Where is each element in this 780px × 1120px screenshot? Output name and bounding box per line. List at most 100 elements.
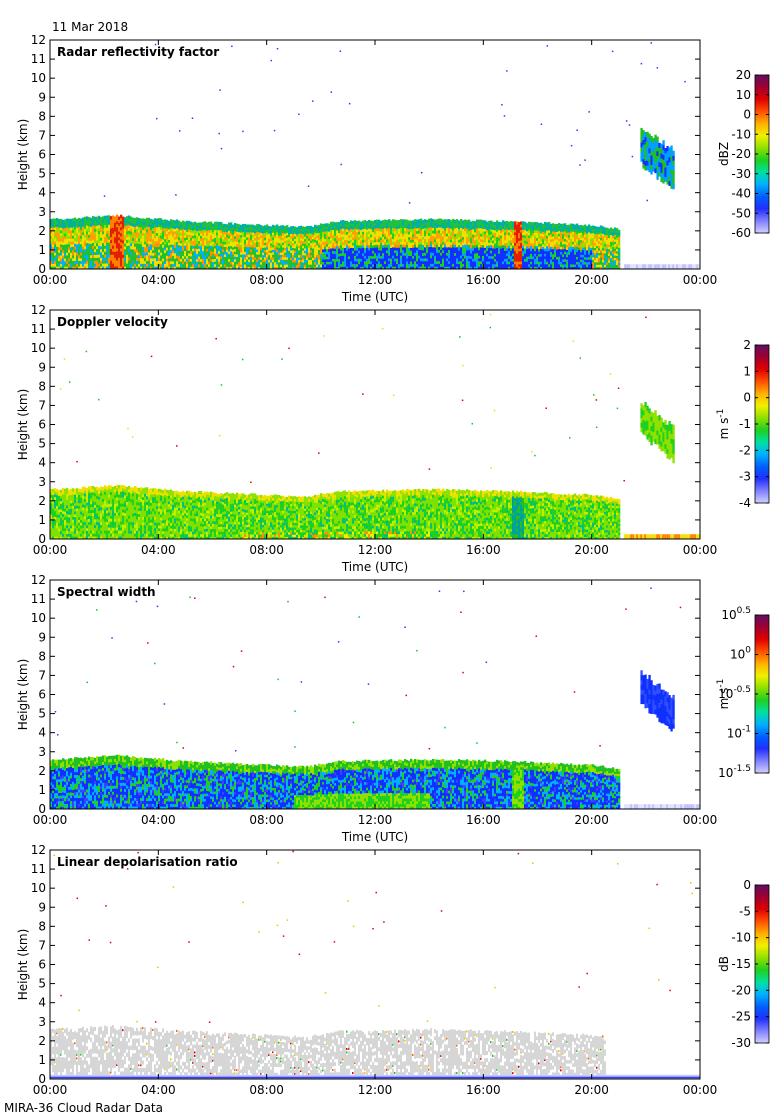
heatmap-cell (212, 248, 215, 252)
heatmap-cell (204, 255, 207, 259)
heatmap-cell (404, 255, 407, 259)
heatmap-cell (216, 224, 219, 228)
heatmap-cell (278, 249, 281, 253)
heatmap-cell (496, 250, 499, 254)
heatmap-cell (248, 234, 251, 238)
heatmap-cell (344, 220, 347, 224)
heatmap-cell (352, 220, 355, 225)
heatmap-cell (454, 219, 457, 224)
heatmap-cell (530, 253, 533, 257)
heatmap-cell (528, 255, 531, 259)
heatmap-cell (120, 250, 123, 255)
heatmap-cell (530, 235, 533, 239)
heatmap-cell (400, 260, 403, 264)
heatmap-cell (388, 255, 391, 259)
heatmap-cell (84, 234, 87, 238)
heatmap-cell (214, 258, 217, 262)
heatmap-cell (186, 263, 189, 267)
heatmap-cell (466, 266, 469, 270)
heatmap-cell (338, 232, 341, 236)
heatmap-cell (118, 251, 121, 255)
heatmap-cell (120, 232, 123, 237)
heatmap-cell (496, 242, 499, 246)
heatmap-cell (284, 261, 287, 265)
heatmap-cell (332, 250, 335, 254)
heatmap-cell (464, 233, 467, 237)
heatmap-cell (580, 227, 583, 231)
heatmap-cell (276, 236, 279, 240)
heatmap-cell (182, 231, 185, 235)
heatmap-cell (232, 236, 235, 240)
heatmap-cell (226, 246, 229, 250)
heatmap-cell (444, 235, 447, 240)
heatmap-cell (182, 258, 185, 262)
heatmap-cell (414, 260, 417, 264)
heatmap-cell (568, 241, 571, 245)
heatmap-cell (128, 224, 131, 228)
heatmap-cell (136, 223, 139, 227)
heatmap-cell (52, 218, 55, 222)
heatmap-cell (146, 251, 149, 256)
heatmap-cell (72, 229, 75, 233)
heatmap-cell (266, 226, 269, 230)
heatmap-cell (388, 232, 391, 237)
heatmap-cell (82, 266, 85, 270)
heatmap-cell (58, 232, 61, 237)
heatmap-cell (358, 247, 361, 251)
heatmap-cell (382, 236, 385, 240)
heatmap-cell (428, 257, 431, 262)
heatmap-cell (232, 229, 235, 233)
heatmap-cell (256, 241, 259, 245)
heatmap-cell (434, 230, 437, 234)
heatmap-cell (230, 243, 233, 247)
heatmap-cell (182, 236, 185, 240)
heatmap-cell (260, 261, 263, 265)
heatmap-cell (306, 264, 309, 268)
heatmap-cell (268, 226, 271, 230)
heatmap-cell (582, 266, 585, 270)
heatmap-cell (304, 229, 307, 233)
heatmap-cell (340, 266, 343, 270)
heatmap-cell (244, 264, 247, 268)
heatmap-cell (572, 226, 575, 230)
heatmap-cell (580, 259, 583, 263)
heatmap-cell (432, 227, 435, 231)
heatmap-cell (350, 242, 353, 246)
heatmap-cell (232, 251, 235, 255)
heatmap-cell (54, 224, 57, 228)
heatmap-cell (292, 230, 295, 234)
heatmap-cell (264, 247, 267, 251)
heatmap-cell (526, 246, 529, 250)
heatmap-cell (548, 258, 551, 262)
heatmap-cell (496, 236, 499, 240)
heatmap-cell (296, 231, 299, 235)
heatmap-cell (436, 244, 439, 248)
heatmap-cell (332, 266, 335, 270)
heatmap-cell (272, 251, 275, 255)
heatmap-cell (152, 249, 155, 253)
heatmap-cell (174, 220, 177, 224)
heatmap-cell (358, 255, 361, 259)
heatmap-cell (474, 247, 477, 251)
heatmap-cell (290, 242, 293, 246)
heatmap-cell (202, 255, 205, 260)
heatmap-cell (490, 225, 493, 230)
heatmap-cell (306, 240, 309, 244)
heatmap-cell (530, 227, 533, 231)
heatmap-cell (306, 233, 309, 237)
heatmap-cell (294, 252, 297, 256)
heatmap-cell (358, 258, 361, 262)
heatmap-cell (52, 238, 55, 242)
heatmap-cell (364, 236, 367, 240)
heatmap-cell (354, 244, 357, 248)
heatmap-cell (446, 260, 449, 264)
heatmap-cell (454, 230, 457, 234)
heatmap-cell (254, 261, 257, 265)
heatmap-cell (396, 233, 399, 238)
heatmap-cell (334, 261, 337, 265)
heatmap-cell (286, 227, 289, 231)
heatmap-cell (64, 222, 67, 226)
heatmap-cell (488, 226, 491, 230)
heatmap-cell (196, 253, 199, 257)
heatmap-cell (110, 260, 113, 264)
